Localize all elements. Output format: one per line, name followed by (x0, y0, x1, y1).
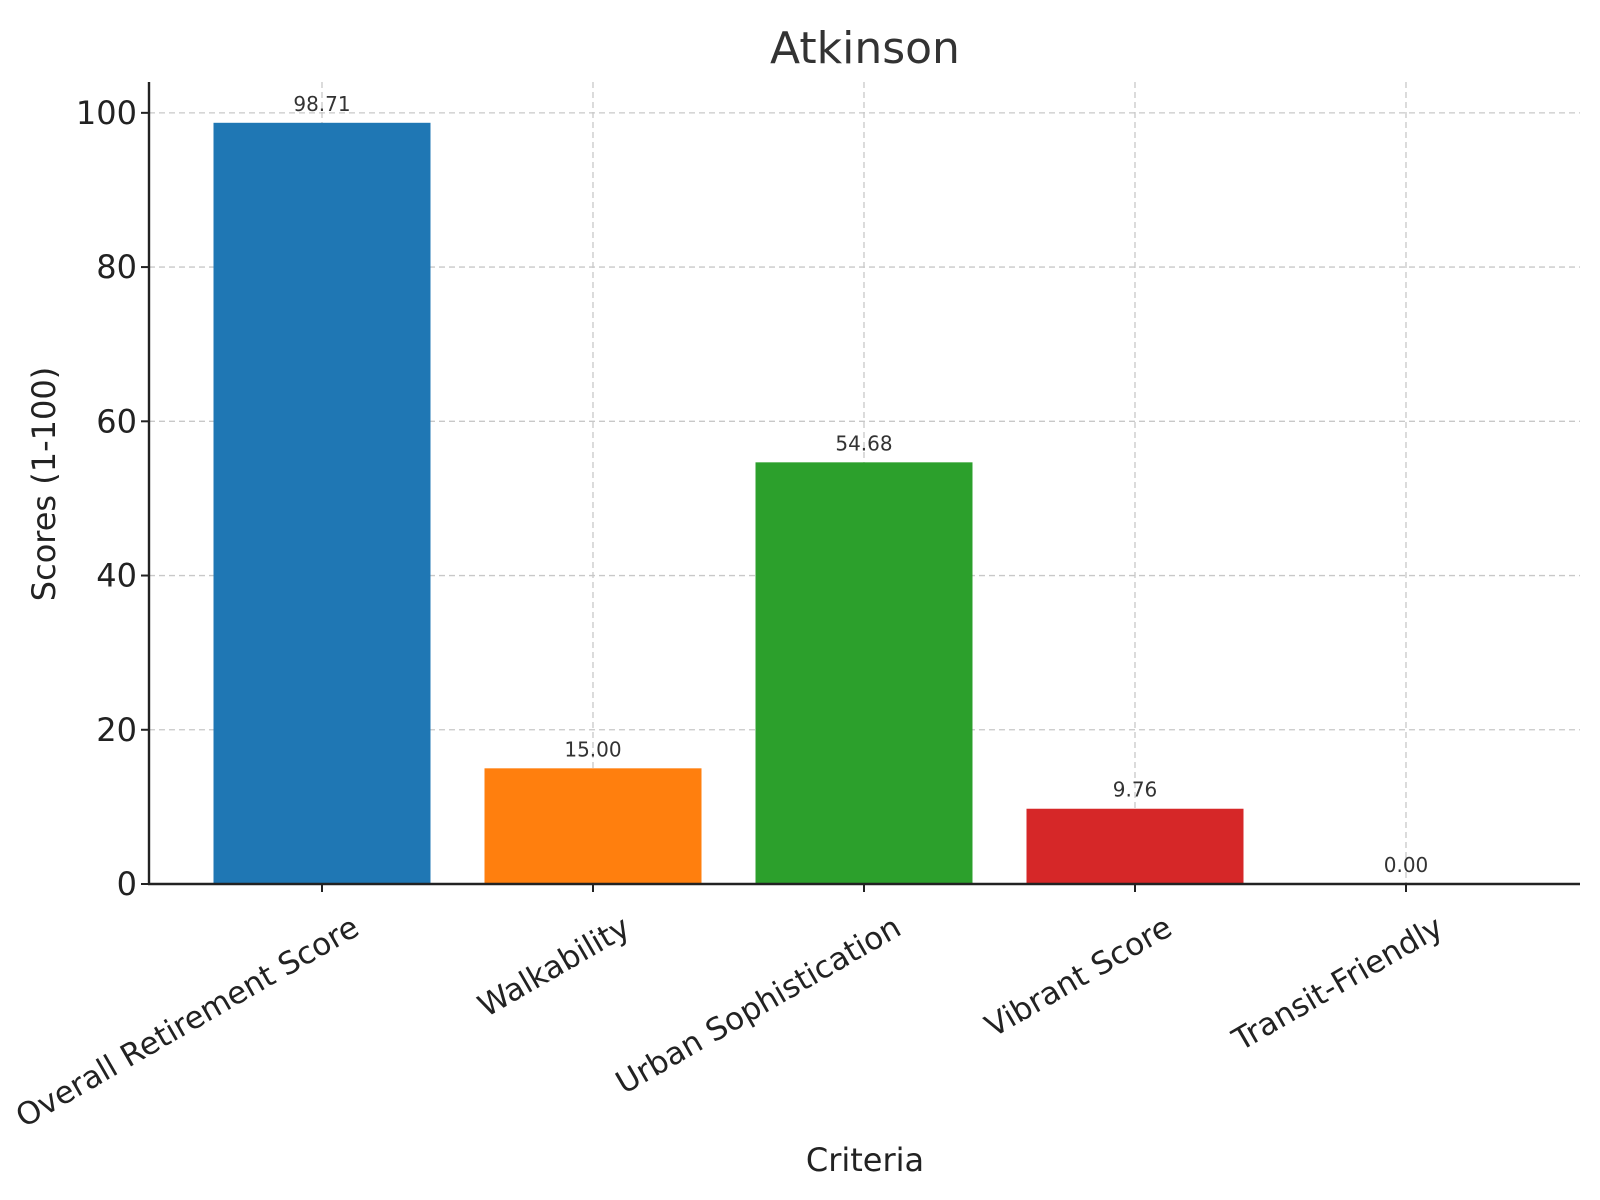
y-tick-label-3: 60 (96, 402, 137, 440)
axes-layer (141, 82, 1580, 892)
bar-value-label-4: 0.00 (1384, 853, 1429, 877)
y-tick-label-2: 40 (96, 557, 137, 595)
bar-3 (1026, 808, 1244, 884)
x-tick-label-3: Vibrant Score (979, 909, 1178, 1045)
x-axis-label: Criteria (806, 1141, 924, 1179)
y-axis-label: Scores (1-100) (25, 367, 63, 601)
bar-layer (213, 122, 1244, 884)
bar-value-label-0: 98.71 (293, 92, 350, 116)
y-tick-label-4: 80 (96, 248, 137, 286)
x-tick-label-4: Transit-Friendly (1226, 909, 1449, 1059)
bar-value-label-2: 54.68 (835, 431, 892, 455)
x-tick-label-2: Urban Sophistication (610, 909, 907, 1101)
bar-1 (484, 768, 702, 884)
bar-value-label-1: 15.00 (564, 737, 621, 761)
y-tick-label-1: 20 (96, 711, 137, 749)
bar-0 (213, 122, 431, 884)
chart-title: Atkinson (770, 23, 960, 74)
y-tick-label-5: 100 (76, 94, 137, 132)
y-tick-label-0: 0 (117, 865, 137, 903)
bar-2 (755, 462, 973, 884)
bar-value-label-3: 9.76 (1113, 778, 1158, 802)
x-tick-label-0: Overall Retirement Score (10, 909, 365, 1135)
x-tick-label-1: Walkability (472, 909, 636, 1025)
